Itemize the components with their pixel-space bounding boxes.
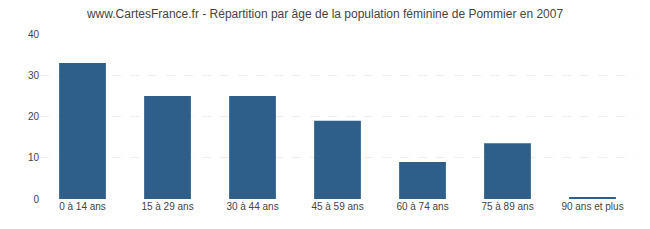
- svg-text:0: 0: [33, 194, 39, 205]
- svg-text:30: 30: [28, 70, 40, 81]
- svg-text:10: 10: [28, 152, 40, 163]
- svg-text:www.CartesFrance.fr - Répartit: www.CartesFrance.fr - Répartition par âg…: [86, 7, 564, 21]
- svg-text:0 à 14 ans: 0 à 14 ans: [59, 201, 106, 212]
- svg-text:45 à 59 ans: 45 à 59 ans: [311, 201, 363, 212]
- svg-text:60 à 74 ans: 60 à 74 ans: [396, 201, 448, 212]
- svg-text:15 à 29 ans: 15 à 29 ans: [141, 201, 193, 212]
- svg-text:20: 20: [28, 111, 40, 122]
- svg-text:40: 40: [28, 29, 40, 40]
- svg-text:30 à 44 ans: 30 à 44 ans: [226, 201, 278, 212]
- svg-text:90 ans et plus: 90 ans et plus: [561, 201, 623, 212]
- svg-text:75 à 89 ans: 75 à 89 ans: [481, 201, 533, 212]
